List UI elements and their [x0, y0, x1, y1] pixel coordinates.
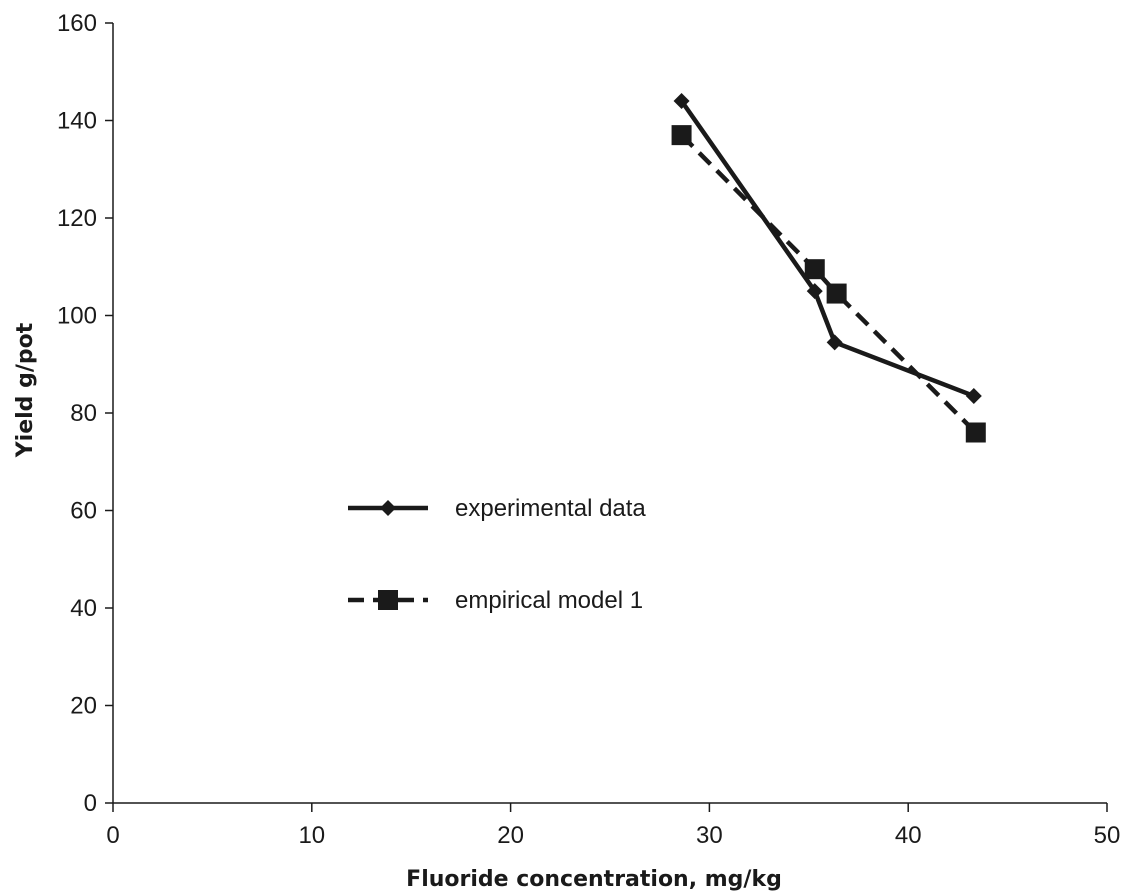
y-tick-label: 140 [57, 108, 97, 135]
y-tick-label: 100 [57, 303, 97, 330]
y-tick-label: 60 [70, 498, 97, 525]
legend-label-2: empirical model 1 [455, 587, 643, 614]
y-tick-label: 80 [70, 400, 97, 427]
legend-marker-2 [378, 590, 398, 610]
x-tick-label: 30 [696, 822, 723, 849]
x-tick-label: 40 [895, 822, 922, 849]
ticks: 0 20 40 60 80 100 120 140 160 0 10 20 30 40 50 [57, 10, 1120, 849]
series-1-point [673, 93, 690, 109]
axes [112, 23, 1107, 804]
legend: experimental data empirical model 1 [348, 495, 646, 614]
series [671, 93, 986, 443]
x-tick-label: 50 [1094, 822, 1121, 849]
x-axis-title: Fluoride concentration, mg/kg [406, 867, 782, 892]
series-2-point [965, 422, 986, 443]
legend-label-1: experimental data [455, 495, 646, 522]
x-tick-label: 0 [106, 822, 119, 849]
x-tick-label: 10 [298, 822, 325, 849]
y-tick-label: 20 [70, 693, 97, 720]
y-tick-label: 160 [57, 10, 97, 37]
y-tick-label: 40 [70, 595, 97, 622]
series-2-point [826, 283, 847, 304]
series-1-point [965, 387, 982, 404]
series-1-point [806, 283, 823, 300]
y-tick-label: 0 [84, 790, 97, 817]
y-tick-label: 120 [57, 205, 97, 232]
series-2-point [804, 259, 825, 280]
legend-marker-1 [380, 500, 396, 516]
y-axis-title: Yield g/pot [13, 322, 38, 458]
series-1-point [826, 334, 843, 351]
series-line-1 [679, 99, 975, 399]
x-tick-label: 20 [497, 822, 524, 849]
series-line-2 [679, 133, 978, 435]
series-2-point [671, 125, 692, 146]
